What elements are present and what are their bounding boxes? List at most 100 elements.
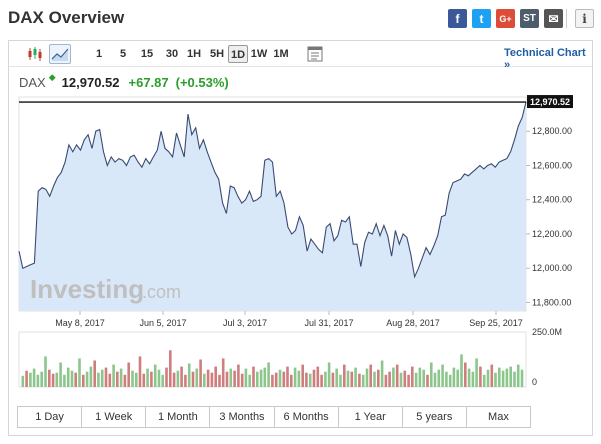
twitter-icon[interactable]: t	[472, 9, 491, 28]
volume-bar	[479, 366, 482, 387]
period-30[interactable]: 30	[165, 48, 179, 60]
period-1[interactable]: 1	[95, 48, 103, 60]
volume-bar	[150, 371, 153, 387]
volume-bar	[486, 369, 490, 387]
range-button-max[interactable]: Max	[488, 411, 509, 423]
volume-bar	[184, 374, 187, 387]
volume-bar	[297, 370, 301, 387]
volume-bar	[343, 364, 346, 387]
x-tick-label: Jul 31, 2017	[304, 318, 353, 328]
volume-bar	[350, 371, 354, 387]
volume-bar	[301, 364, 304, 387]
volume-bar	[354, 367, 357, 387]
volume-bar	[316, 366, 320, 387]
volume-bar	[78, 358, 81, 387]
volume-bar	[494, 372, 497, 387]
volume-bar	[165, 367, 168, 387]
volume-bar	[63, 374, 66, 387]
email-icon[interactable]: ✉	[544, 9, 563, 28]
volume-bar	[456, 369, 459, 387]
quote-change-pct: (+0.53%)	[175, 75, 229, 90]
volume-bar	[244, 368, 248, 387]
facebook-icon[interactable]: f	[448, 9, 467, 28]
volume-bar	[403, 370, 407, 387]
volume-bar	[89, 366, 93, 387]
volume-bar	[221, 358, 225, 387]
volume-bar	[119, 368, 123, 387]
settings-table-icon[interactable]	[304, 44, 326, 64]
volume-bar	[229, 368, 233, 387]
period-1h[interactable]: 1H	[186, 48, 202, 60]
y-tick-label: 11,800.00	[532, 297, 571, 307]
range-button-5-years[interactable]: 5 years	[403, 407, 467, 427]
volume-bar	[448, 374, 452, 387]
volume-bar	[218, 374, 221, 387]
range-button-1-week[interactable]: 1 Week	[82, 407, 147, 427]
stocktwits-icon[interactable]: ST	[520, 9, 539, 28]
volume-bar	[199, 359, 202, 387]
volume-bar	[138, 356, 142, 387]
last-price-badge	[527, 95, 573, 109]
volume-bar	[59, 362, 62, 387]
period-1w[interactable]: 1W	[250, 48, 268, 60]
volume-bar	[40, 371, 43, 387]
share-divider	[566, 9, 567, 28]
volume-bar	[460, 354, 463, 387]
info-icon[interactable]: i	[575, 9, 594, 28]
volume-bar	[441, 364, 444, 387]
volume-bar	[32, 368, 36, 387]
y-tick-label: 12,800.00	[532, 126, 572, 136]
price-area	[19, 102, 526, 311]
volume-bar	[464, 362, 467, 387]
volume-bar	[380, 360, 384, 387]
volume-bar	[274, 372, 278, 387]
range-button-1-day[interactable]: 1 Day	[18, 407, 83, 427]
range-button-6-months[interactable]: 6 Months	[275, 407, 339, 427]
area-chart-icon[interactable]	[49, 44, 71, 64]
volume-bar	[320, 374, 323, 387]
volume-bar	[445, 371, 448, 387]
volume-bar	[414, 372, 418, 387]
candlestick-chart-icon[interactable]	[24, 44, 46, 64]
volume-bar	[225, 371, 229, 387]
x-tick-label: Jun 5, 2017	[139, 318, 186, 328]
volume-tick-label: 250.0M	[532, 327, 562, 337]
volume-bar	[203, 373, 206, 387]
period-1m[interactable]: 1M	[273, 48, 289, 60]
volume-bar	[290, 374, 293, 387]
volume-bar	[327, 362, 331, 387]
share-buttons: f t G+ ST ✉	[448, 9, 568, 28]
volume-bar	[501, 370, 505, 387]
x-tick-label: Jul 3, 2017	[223, 318, 267, 328]
technical-chart-link[interactable]: Technical Chart »	[504, 47, 586, 71]
period-5[interactable]: 5	[119, 48, 127, 60]
volume-bar	[520, 369, 524, 387]
volume-bar	[29, 372, 32, 387]
volume-bar	[475, 358, 478, 387]
volume-bar	[66, 367, 70, 387]
volume-bar	[237, 364, 240, 387]
range-button-1-year[interactable]: 1 Year	[339, 407, 403, 427]
period-5h[interactable]: 5H	[209, 48, 225, 60]
range-button-1-month[interactable]: 1 Month	[146, 407, 211, 427]
volume-bar	[498, 367, 501, 387]
x-tick-label: Sep 25, 2017	[469, 318, 523, 328]
volume-bar	[82, 374, 85, 387]
range-button-3-months[interactable]: 3 Months	[210, 407, 275, 427]
googleplus-icon[interactable]: G+	[496, 9, 515, 28]
last-price-label: 12,970.52	[530, 97, 570, 107]
volume-bar	[312, 369, 316, 387]
volume-bar	[108, 373, 112, 387]
volume-bar	[180, 366, 183, 387]
period-1d[interactable]: 1D	[228, 45, 248, 63]
volume-bar	[153, 364, 157, 387]
volume-bar	[51, 373, 55, 387]
volume-bar	[433, 372, 437, 387]
period-15[interactable]: 15	[140, 48, 154, 60]
volume-bar	[263, 367, 267, 387]
volume-bar	[210, 372, 214, 387]
volume-bar	[85, 371, 89, 387]
volume-bar	[335, 368, 338, 387]
volume-bar	[252, 366, 255, 387]
